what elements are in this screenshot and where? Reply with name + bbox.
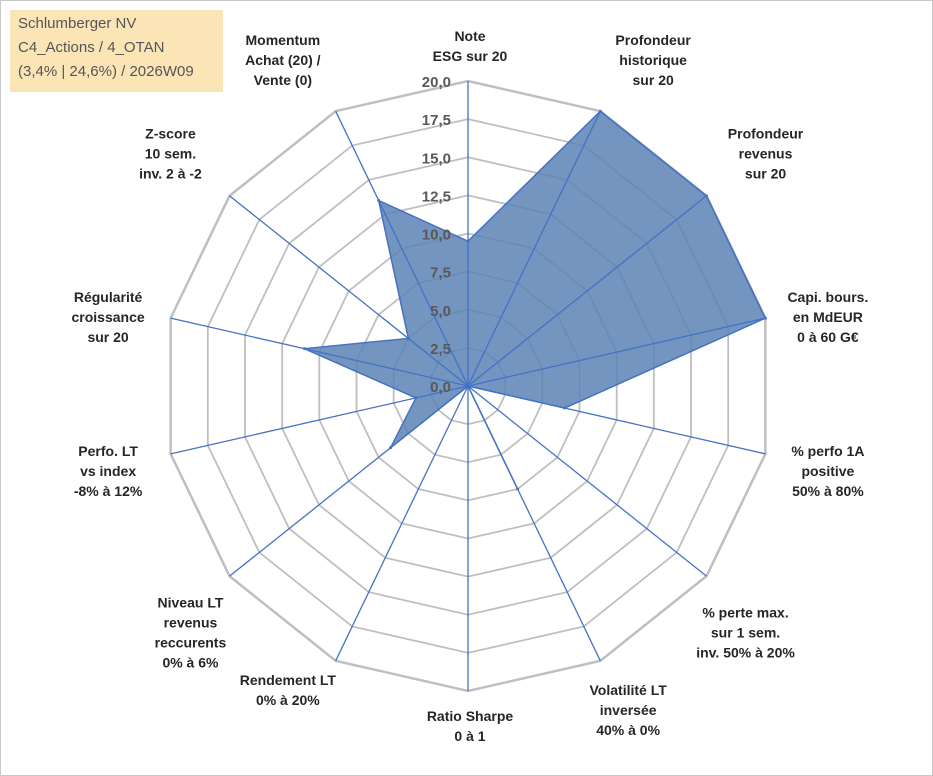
chart-title-box: Schlumberger NV C4_Actions / 4_OTAN (3,4… [10, 10, 223, 92]
tick-label-4: 10,0 [422, 227, 451, 244]
axis-spoke-10 [229, 385, 469, 577]
axis-label-7: Volatilité LT inversée 40% à 0% [590, 682, 668, 738]
axis-label-2-line-2: historique [619, 52, 687, 68]
axis-label-13-line-3: inv. 2 à -2 [139, 166, 202, 182]
axis-label-5: % perfo 1A positive 50% à 80% [791, 443, 864, 499]
axis-label-2-line-1: Profondeur [615, 32, 691, 48]
data-point-2 [598, 109, 602, 113]
axis-label-13-line-1: Z-score [145, 126, 196, 142]
axis-label-3: Profondeur revenus sur 20 [728, 126, 804, 182]
axis-label-10-line-4: 0% à 6% [162, 654, 219, 670]
axis-spoke-4 [467, 317, 766, 387]
data-point-13 [406, 336, 410, 340]
axis-label-3-line-1: Profondeur [728, 126, 804, 142]
axis-label-12-line-3: sur 20 [87, 329, 128, 345]
axis-label-6-line-3: inv. 50% à 20% [696, 644, 795, 660]
axis-label-4-line-1: Capi. bours. [787, 289, 868, 305]
axis-label-5-line-1: % perfo 1A [791, 443, 864, 459]
axis-label-1-line-1: Note [454, 28, 485, 44]
axis-label-14-line-3: Vente (0) [254, 72, 312, 88]
axis-label-11: Perfo. LT vs index -8% à 12% [74, 443, 143, 499]
axis-label-2: Profondeur historique sur 20 [615, 32, 691, 88]
tick-label-7: 17,5 [422, 112, 451, 129]
axis-label-2-line-3: sur 20 [633, 72, 674, 88]
axis-label-5-line-2: positive [801, 463, 854, 479]
tick-label-5: 12,5 [422, 188, 451, 205]
axis-label-4-line-2: en MdEUR [793, 309, 863, 325]
axis-label-12: Régularité croissance sur 20 [72, 289, 145, 345]
axis-label-5-line-3: 50% à 80% [792, 483, 864, 499]
axis-spoke-3 [467, 195, 707, 387]
data-point-14 [377, 199, 381, 203]
data-point-4 [763, 316, 767, 320]
data-point-9 [466, 384, 470, 388]
axis-label-9-line-2: 0% à 20% [256, 692, 320, 708]
axis-label-4: Capi. bours. en MdEUR 0 à 60 G€ [787, 289, 868, 345]
axis-label-11-line-1: Perfo. LT [78, 443, 138, 459]
tick-label-1: 2,5 [430, 341, 451, 358]
axis-label-11-line-2: vs index [80, 463, 136, 479]
axis-spoke-7 [467, 385, 601, 662]
axis-label-9: Rendement LT 0% à 20% [240, 672, 337, 708]
data-point-11 [414, 396, 418, 400]
tick-label-8: 20,0 [422, 74, 451, 91]
data-point-5 [563, 406, 567, 410]
tick-label-2: 5,0 [430, 303, 451, 320]
axis-label-10-line-3: reccurents [155, 634, 227, 650]
axis-label-1-line-2: ESG sur 20 [433, 48, 508, 64]
axis-label-14-line-2: Achat (20) / [245, 52, 321, 68]
axis-label-1: Note ESG sur 20 [433, 28, 508, 64]
axis-label-13: Z-score 10 sem. inv. 2 à -2 [139, 126, 202, 182]
axis-label-9-line-1: Rendement LT [240, 672, 337, 688]
data-point-1 [466, 239, 470, 243]
axis-spoke-2 [467, 110, 601, 387]
axis-label-6: % perte max. sur 1 sem. inv. 50% à 20% [696, 604, 795, 660]
axis-label-6-line-2: sur 1 sem. [711, 624, 780, 640]
axis-label-8-line-1: Ratio Sharpe [427, 708, 514, 724]
axis-spoke-14 [335, 110, 469, 387]
axis-label-7-line-2: inversée [600, 702, 657, 718]
title-line-2: C4_Actions / 4_OTAN [18, 39, 165, 56]
axis-label-6-line-1: % perte max. [702, 604, 788, 620]
data-series-area [301, 110, 767, 490]
axis-label-4-line-3: 0 à 60 G€ [797, 329, 859, 345]
axis-spoke-11 [170, 385, 469, 455]
data-point-7 [516, 487, 520, 491]
axis-label-8: Ratio Sharpe 0 à 1 [427, 708, 514, 744]
axis-spoke-12 [170, 317, 469, 387]
axis-label-12-line-1: Régularité [74, 289, 143, 305]
data-point-10 [389, 446, 393, 450]
axis-spoke-13 [229, 195, 469, 387]
axis-label-7-line-1: Volatilité LT [590, 682, 668, 698]
tick-label-0: 0,0 [430, 379, 451, 396]
tick-label-6: 15,0 [422, 150, 451, 167]
axis-label-8-line-2: 0 à 1 [454, 728, 485, 744]
axis-spoke-9 [335, 385, 469, 662]
axis-label-13-line-2: 10 sem. [145, 146, 196, 162]
tick-label-3: 7,5 [430, 265, 451, 282]
axis-label-11-line-3: -8% à 12% [74, 483, 143, 499]
axis-label-10-line-2: revenus [164, 614, 218, 630]
axis-label-12-line-2: croissance [72, 309, 145, 325]
axis-label-10: Niveau LT revenus reccurents 0% à 6% [155, 594, 227, 670]
axis-label-10-line-1: Niveau LT [158, 594, 224, 610]
axis-spoke-6 [467, 385, 707, 577]
axis-spoke-5 [467, 385, 766, 455]
title-line-3: (3,4% | 24,6%) / 2026W09 [18, 63, 194, 80]
data-point-3 [704, 194, 708, 198]
axis-label-14-line-1: Momentum [246, 32, 321, 48]
axis-label-3-line-2: revenus [739, 146, 793, 162]
title-line-1: Schlumberger NV [18, 15, 137, 32]
data-point-12 [302, 347, 306, 351]
axis-label-14: Momentum Achat (20) / Vente (0) [245, 32, 321, 88]
axis-label-7-line-3: 40% à 0% [596, 722, 660, 738]
axis-label-3-line-3: sur 20 [745, 166, 786, 182]
